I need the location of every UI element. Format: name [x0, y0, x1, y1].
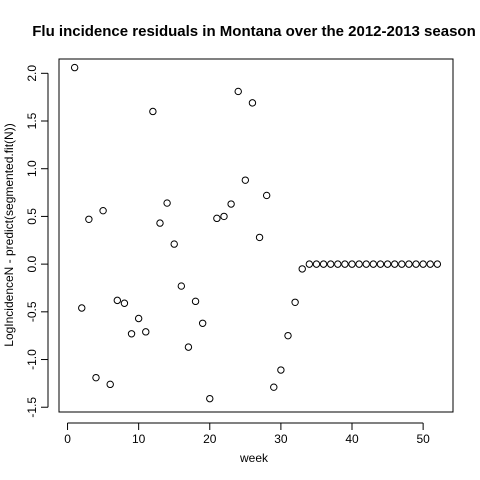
y-axis-label: LogIncidenceN - predict(segmented.fit(N)… [2, 123, 16, 346]
data-point [319, 260, 328, 268]
chart-title: Flu incidence residuals in Montana over … [32, 23, 476, 40]
data-point [241, 176, 250, 184]
data-point [78, 304, 86, 312]
data-point [191, 297, 200, 306]
x-tick-label: 20 [203, 432, 217, 446]
data-point [149, 107, 157, 116]
data-point [369, 260, 378, 268]
data-point [270, 383, 278, 391]
data-point [298, 265, 306, 273]
data-point [398, 260, 406, 268]
plot-frame [58, 58, 454, 413]
y-axis: -1.5 -1.0 -0.5 0.0 0.5 1.0 1.5 2.0 [25, 65, 49, 418]
y-tick-label: -1.5 [25, 397, 39, 418]
y-tick-label: -1.0 [25, 349, 39, 370]
data-point [198, 319, 207, 327]
data-point [99, 206, 107, 215]
data-points [70, 63, 442, 403]
data-point [355, 260, 363, 268]
x-axis-label: week [239, 451, 269, 465]
data-point [291, 298, 299, 306]
data-point [326, 260, 335, 268]
data-point [419, 260, 427, 268]
data-point [134, 314, 143, 323]
data-point [284, 331, 292, 340]
data-point [376, 260, 385, 268]
data-point [85, 215, 93, 223]
data-point [156, 219, 164, 227]
x-tick-label: 40 [345, 432, 359, 446]
data-point [220, 212, 228, 221]
data-point [255, 233, 264, 242]
data-point [412, 260, 420, 268]
data-point [163, 199, 171, 207]
data-point [262, 191, 271, 200]
data-point [92, 373, 100, 382]
y-tick-label: 2.0 [25, 65, 39, 82]
y-tick-label: 0.0 [25, 255, 39, 272]
data-point [390, 260, 399, 268]
data-point [433, 260, 442, 268]
data-point [127, 330, 136, 338]
x-tick-label: 0 [64, 432, 71, 446]
data-point [234, 87, 242, 96]
data-point [305, 260, 314, 268]
y-tick-label: -0.5 [25, 301, 39, 322]
x-tick-label: 10 [132, 432, 146, 446]
data-point [383, 260, 392, 268]
data-point [312, 260, 321, 268]
data-point [142, 328, 150, 336]
data-point [120, 299, 129, 307]
data-point [348, 260, 356, 268]
data-point [341, 260, 349, 268]
x-tick-label: 30 [274, 432, 288, 446]
data-point [362, 260, 370, 268]
data-point [177, 282, 186, 290]
data-point [248, 99, 257, 107]
data-point [334, 260, 342, 268]
data-point [405, 260, 413, 268]
data-point [184, 343, 193, 351]
data-point [170, 240, 178, 248]
x-tick-label: 50 [416, 432, 430, 446]
data-point [426, 260, 434, 268]
data-point [213, 214, 221, 223]
data-point [113, 296, 122, 305]
x-axis: 0 10 20 30 40 50 [64, 422, 430, 446]
data-point [206, 394, 214, 403]
data-point [227, 200, 235, 208]
y-tick-label: 1.0 [25, 160, 39, 177]
y-tick-label: 1.5 [25, 112, 39, 129]
data-point [277, 366, 285, 374]
y-tick-label: 0.5 [25, 208, 39, 225]
data-point [70, 63, 79, 72]
data-point [106, 380, 114, 389]
